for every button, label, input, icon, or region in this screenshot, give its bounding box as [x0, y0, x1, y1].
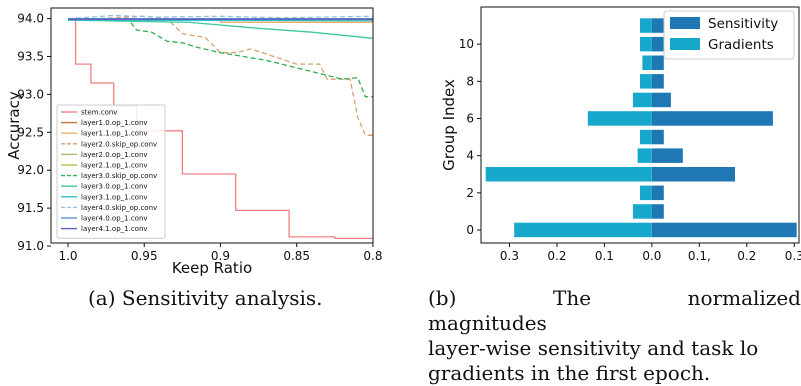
y-tick-label: 91.5 — [17, 201, 44, 215]
y-tick-label: 92.5 — [17, 125, 44, 139]
bar-sensitivity-5 — [651, 129, 664, 145]
legend-box — [56, 104, 166, 239]
series-lines — [67, 14, 373, 240]
bar-sensitivity-7 — [651, 92, 671, 108]
bar-gradients-2 — [640, 185, 652, 201]
legend-label: layer4.0.op_1.conv — [81, 215, 148, 223]
legend: stem.conv layer1.0.op_1.conv layer1.1.op_1… — [56, 104, 166, 239]
legend-label: layer3.0.skip_op.conv — [81, 172, 157, 180]
x-tick-label: 0.3 — [500, 249, 519, 263]
series-line-6 — [67, 18, 373, 98]
x-tick-label: 0.95 — [131, 249, 158, 263]
y-axis-ticks: 0 2 4 6 8 10 — [459, 37, 481, 237]
y-axis-label: Group Index — [440, 79, 458, 171]
legend-label: layer4.1.op_1.conv — [81, 225, 148, 233]
bar-sensitivity-2 — [651, 185, 664, 201]
bar-gradients-7 — [632, 92, 652, 108]
bar-sensitivity-8 — [651, 74, 664, 89]
y-tick-label: 93.0 — [17, 87, 44, 101]
legend-label: stem.conv — [81, 109, 117, 117]
x-axis-ticks: 0.3 0.2 0.1 0.0 0.1, 0.2 0.3 — [500, 243, 801, 263]
x-tick-label: 0.0 — [642, 249, 661, 263]
sensitivity-line-chart: 1.0 0.95 0.9 0.85 0.8 91.0 91.5 92.0 92.5 93.0 93… — [5, 7, 382, 277]
legend-label: layer2.1.op_1.conv — [81, 162, 148, 170]
legend-label: layer3.1.op_1.conv — [81, 193, 148, 201]
bar-gradients-11 — [640, 18, 652, 33]
x-tick-label: 0.1, — [688, 249, 711, 263]
x-tick-label: 1.0 — [58, 249, 77, 263]
legend-label: layer1.0.op_1.conv — [81, 119, 148, 127]
series-line-3 — [67, 15, 373, 136]
bar-sensitivity-0 — [651, 222, 797, 238]
y-tick-label: 92.0 — [17, 163, 44, 177]
legend: Sensitivity Gradients — [663, 10, 795, 60]
x-tick-label: 0.9 — [211, 249, 230, 263]
figure: 1.0 0.95 0.9 0.85 0.8 91.0 91.5 92.0 92.5 93.0 93… — [5, 6, 801, 277]
bar-gradients-5 — [640, 129, 652, 145]
y-axis-label: Accuracy — [5, 91, 23, 160]
y-tick-label: 93.5 — [17, 49, 44, 63]
x-tick-label: 0.2 — [547, 249, 566, 263]
caption-b-line-1: (b) The normalized magnitudes — [428, 286, 801, 335]
bar-sensitivity-10 — [651, 36, 664, 52]
y-tick-label: 91.0 — [17, 239, 44, 253]
x-tick-label: 0.85 — [283, 249, 310, 263]
legend-swatch — [670, 17, 700, 29]
legend-label: Gradients — [708, 37, 774, 53]
series-line-8 — [67, 19, 373, 22]
bar-gradients-4 — [637, 148, 652, 163]
plot-frame — [50, 7, 374, 244]
legend-label: layer4.0.skip_op.conv — [81, 204, 157, 212]
y-tick-label: 0 — [466, 223, 474, 237]
series-line-9 — [67, 14, 373, 20]
legend-label: layer2.0.skip_op.conv — [81, 140, 157, 148]
bar-sensitivity-3 — [651, 167, 735, 182]
legend-label: layer1.1.op_1.conv — [81, 130, 148, 138]
x-axis-ticks: 1.0 0.95 0.9 0.85 0.8 — [58, 243, 382, 263]
bar-gradients-10 — [640, 36, 652, 52]
x-tick-label: 0.8 — [363, 249, 382, 263]
caption-b-line-3: gradients in the first epoch. — [428, 361, 711, 385]
x-tick-label: 0.3 — [785, 249, 801, 263]
x-tick-label: 0.2 — [737, 249, 756, 263]
caption-a: (a) Sensitivity analysis. — [88, 286, 323, 310]
legend-swatch — [670, 38, 700, 50]
bar-gradients-0 — [514, 222, 652, 238]
y-tick-label: 2 — [466, 186, 474, 200]
y-tick-label: 4 — [466, 149, 474, 163]
bars — [485, 18, 797, 238]
bar-sensitivity-6 — [651, 111, 773, 126]
y-tick-label: 8 — [466, 74, 474, 88]
x-tick-label: 0.1 — [595, 249, 614, 263]
legend-label: layer2.0.op_1.conv — [81, 151, 148, 159]
bar-gradients-6 — [587, 111, 652, 126]
y-axis-ticks: 91.0 91.5 92.0 92.5 93.0 93.5 94.0 — [17, 12, 51, 253]
bar-sensitivity-11 — [651, 18, 664, 33]
caption-b: (b) The normalized magnitudes layer-wise… — [428, 286, 801, 386]
bar-sensitivity-1 — [651, 204, 664, 219]
bar-gradients-9 — [642, 55, 652, 70]
bar-sensitivity-4 — [651, 148, 683, 163]
bar-gradients-8 — [640, 74, 652, 89]
legend-label: layer3.0.op_1.conv — [81, 183, 148, 191]
caption-b-line-2: layer-wise sensitivity and task lo — [428, 336, 759, 360]
bar-gradients-3 — [485, 167, 652, 182]
y-tick-label: 6 — [466, 111, 474, 125]
bar-sensitivity-9 — [651, 55, 664, 70]
legend-label: Sensitivity — [708, 16, 778, 32]
series-line-7 — [67, 19, 373, 39]
plot-frame-border — [480, 6, 800, 244]
bar-gradients-1 — [632, 204, 652, 219]
x-axis-label: Keep Ratio — [172, 259, 252, 277]
normalized-magnitudes-bar-chart: 0.3 0.2 0.1 0.0 0.1, 0.2 0.3 0 2 4 6 8 10 Group Ind… — [440, 6, 801, 263]
y-tick-label: 94.0 — [17, 12, 44, 26]
y-tick-label: 10 — [459, 37, 474, 51]
